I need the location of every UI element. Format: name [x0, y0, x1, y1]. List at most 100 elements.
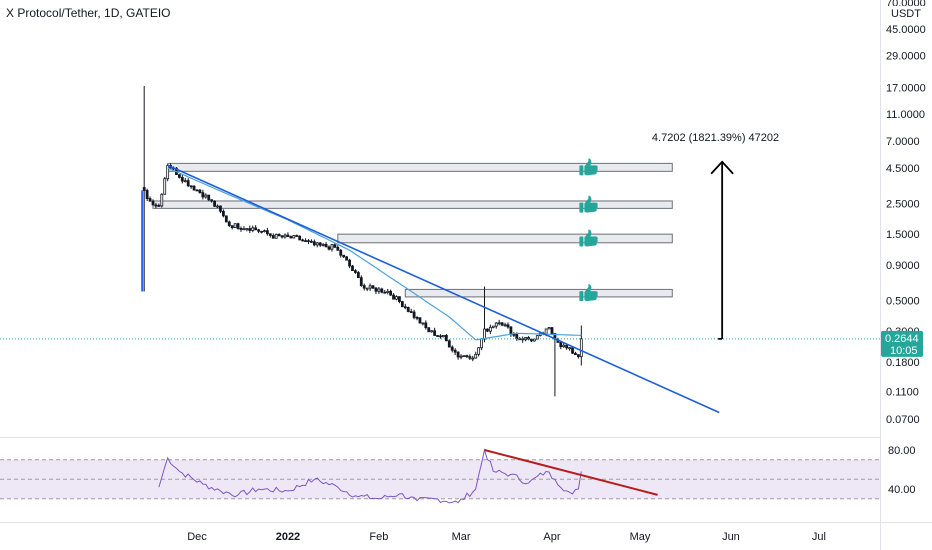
candle-body: [166, 165, 170, 180]
rsi-tick-label: 40.00: [888, 484, 916, 496]
price-trendline: [167, 164, 720, 414]
candle-body: [198, 189, 202, 194]
candle-body: [307, 240, 310, 243]
target-box: [404, 288, 673, 298]
candle-body: [339, 249, 343, 256]
candle-body: [219, 205, 222, 212]
rsi-tick-label: 80.00: [888, 445, 916, 457]
thumb-cuff: [579, 291, 584, 302]
candle-body: [550, 327, 554, 334]
candle-body: [530, 338, 533, 342]
candle-body: [201, 192, 205, 198]
candle-body: [477, 347, 481, 355]
thumbs-up-icon: [579, 195, 598, 213]
candle-body: [315, 242, 319, 246]
candle-body: [354, 270, 357, 273]
candle-body: [271, 235, 275, 239]
candle-body: [568, 347, 571, 350]
candle-body: [356, 272, 360, 279]
rsi-panel: [0, 448, 880, 504]
time-tick-label: Dec: [187, 531, 207, 543]
candle-body: [251, 227, 255, 231]
candle-body: [230, 225, 234, 228]
candle-body: [151, 200, 155, 206]
candle-body: [280, 235, 284, 238]
candle-body: [318, 242, 322, 246]
candle-body: [571, 347, 574, 354]
candle-body: [430, 330, 434, 333]
candle-body: [292, 235, 296, 239]
candle-body: [330, 244, 334, 250]
candle-body: [439, 335, 442, 338]
candle-body: [298, 235, 302, 241]
price-tick-label: 4.5000: [886, 163, 920, 175]
price-tick-label: 1.5000: [886, 229, 920, 241]
measure-label: 4.7202 (1821.39%) 47202: [652, 132, 779, 144]
candle-body: [500, 322, 504, 326]
candle-body: [415, 316, 419, 319]
thumb-hand: [584, 195, 598, 213]
candle-body: [245, 228, 249, 230]
candle-body: [392, 294, 395, 300]
candle-body: [374, 287, 378, 292]
thumbs-up-icon: [579, 284, 598, 302]
price-tick-label: 29.0000: [886, 51, 926, 63]
candle-body: [509, 326, 513, 335]
candle-body: [409, 311, 413, 313]
candle-body: [456, 351, 460, 358]
candle-body: [576, 354, 580, 358]
current-price-value: 0.2644: [885, 333, 919, 345]
candle-body: [295, 235, 299, 237]
candle-body: [236, 223, 240, 229]
candle-body: [380, 288, 384, 293]
candle-body: [222, 210, 225, 217]
thumbs-up-icon: [579, 158, 598, 176]
candle-body: [186, 180, 190, 187]
candle-body: [336, 246, 340, 251]
candle-body: [204, 194, 208, 198]
current-price-tag: [881, 330, 923, 357]
candle-body: [254, 227, 258, 231]
candle-body: [483, 328, 486, 340]
thumbs-up-icon: [579, 229, 598, 247]
candle-body: [403, 306, 407, 309]
price-tick-label: 0.5000: [886, 295, 920, 307]
candle-body: [180, 176, 184, 182]
rsi-trendline: [484, 449, 658, 496]
candle-body: [348, 259, 351, 267]
candle-body: [377, 288, 381, 292]
candle-body: [286, 234, 290, 237]
candle-body: [327, 246, 331, 250]
price-tick-label: 17.0000: [886, 83, 926, 95]
price-tick-label: 2.5000: [886, 198, 920, 210]
candle-body: [301, 239, 305, 242]
candle-body: [207, 194, 211, 201]
candle-body: [468, 356, 472, 359]
price-tick-label: 0.1800: [886, 357, 920, 369]
time-tick-label: Jun: [722, 531, 740, 543]
candle-body: [157, 204, 161, 207]
candle-body: [239, 228, 243, 230]
thumb-cuff: [579, 202, 584, 213]
candle-body: [471, 357, 475, 360]
candle-body: [266, 230, 269, 235]
measure-arrow-head: [710, 160, 734, 175]
candle-body: [462, 355, 466, 358]
price-tick-label: 0.0700: [886, 414, 920, 426]
candle-body: [444, 335, 448, 342]
candle-body: [333, 244, 337, 248]
candle-body: [183, 180, 187, 183]
candle-body: [418, 317, 422, 324]
candle-body: [351, 265, 354, 271]
time-tick-label: May: [630, 531, 651, 543]
candle-body: [406, 306, 410, 312]
candle-body: [248, 228, 252, 231]
candle-body: [442, 335, 445, 338]
candle-body: [465, 355, 469, 358]
candle-body: [383, 291, 387, 294]
candle-body: [400, 301, 404, 308]
candle-body: [310, 240, 313, 243]
candle-body: [277, 233, 281, 237]
candle-body: [342, 254, 346, 258]
